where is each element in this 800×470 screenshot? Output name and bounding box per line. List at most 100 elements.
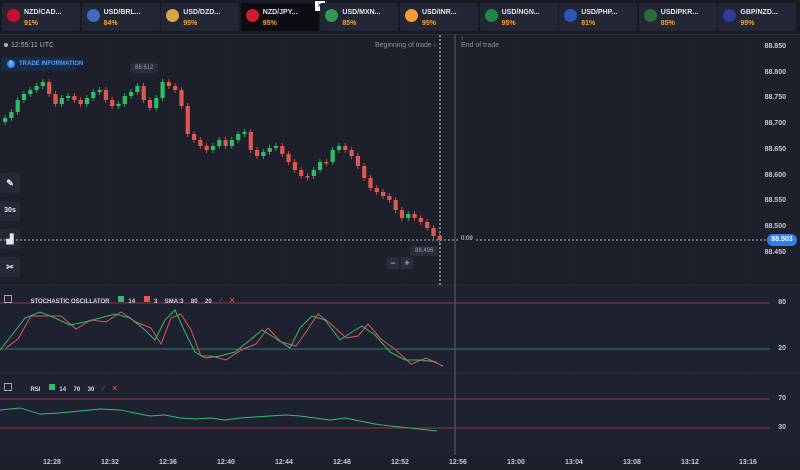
candle-body bbox=[242, 132, 247, 134]
asset-tab-payout: 81% bbox=[581, 20, 596, 27]
time-axis-label: 12:28 bbox=[43, 459, 61, 466]
price-axis-label: 88.600 bbox=[764, 171, 786, 179]
asset-tab-name: USD/BRL... bbox=[103, 9, 141, 16]
asset-tab[interactable]: USD/NGN... 95% bbox=[479, 3, 558, 31]
stochastic-sma: SMA:3 bbox=[164, 299, 184, 305]
indicators-icon: ✂ bbox=[6, 262, 14, 272]
asset-tab[interactable]: NZD/JPY... 95% × bbox=[240, 1, 325, 31]
candle-body bbox=[9, 112, 14, 118]
chart-type-button[interactable]: ▟ bbox=[0, 229, 20, 249]
asset-tab-payout: 95% bbox=[183, 20, 198, 27]
edit-stochastic-icon[interactable]: ⁄ bbox=[220, 298, 222, 305]
asset-tab-name: USD/PHP... bbox=[581, 9, 618, 16]
candle-body bbox=[280, 146, 285, 154]
asset-tab[interactable]: USD/MXN... 85% bbox=[320, 3, 399, 31]
asset-tab[interactable]: USD/PHP... 81% bbox=[559, 3, 638, 31]
asset-tab[interactable]: USD/PKR... 85% bbox=[638, 3, 717, 31]
zoom-out-button[interactable]: − bbox=[387, 257, 399, 269]
indicators-button[interactable]: ✂ bbox=[0, 257, 20, 277]
collapse-rsi-button[interactable] bbox=[4, 382, 12, 391]
price-axis-label: 88.800 bbox=[764, 68, 786, 76]
asset-tab-bar: NZD/CAD... 91% USD/BRL... 84% USD/DZD... 95% N… bbox=[0, 0, 800, 35]
remove-stochastic-icon[interactable]: ✕ bbox=[228, 296, 236, 305]
candle-body bbox=[198, 140, 203, 146]
candle-body bbox=[204, 146, 209, 150]
edit-rsi-icon[interactable]: ⁄ bbox=[102, 386, 104, 393]
chevron-right-icon: › bbox=[433, 42, 437, 49]
clock-text: 12:55:11 UTC bbox=[11, 42, 55, 49]
candle-body bbox=[185, 106, 190, 134]
candle-body bbox=[425, 222, 430, 228]
candle-body bbox=[431, 228, 436, 236]
candle-body bbox=[349, 150, 354, 156]
candle-body bbox=[318, 162, 323, 170]
draw-tool-button[interactable]: ✎ bbox=[0, 173, 20, 193]
trade-information-label: TRADE INFORMATION bbox=[19, 61, 84, 67]
stochastic-d-color-swatch[interactable] bbox=[143, 295, 150, 302]
candle-body bbox=[179, 90, 184, 106]
time-axis-label: 13:04 bbox=[565, 459, 583, 466]
time-axis-label: 12:48 bbox=[333, 459, 351, 466]
candle-body bbox=[255, 150, 260, 156]
candle-body bbox=[110, 100, 115, 106]
asset-tab-name: USD/INR... bbox=[422, 9, 457, 16]
asset-tab-payout: 95% bbox=[262, 20, 277, 27]
currency-flag-icon bbox=[405, 9, 418, 22]
candle-body bbox=[292, 162, 297, 170]
candle-body bbox=[147, 100, 153, 108]
stochastic-k-color-swatch[interactable] bbox=[117, 295, 124, 302]
candle-body bbox=[59, 98, 64, 104]
candle-body bbox=[236, 134, 241, 140]
price-axis-label: 88.850 bbox=[764, 43, 786, 50]
asset-tab[interactable]: USD/INR... 95% bbox=[400, 3, 478, 31]
candle-body bbox=[324, 162, 329, 164]
candle-body bbox=[362, 166, 367, 178]
collapse-stochastic-button[interactable] bbox=[4, 294, 12, 303]
stochastic-axis-upper: 80 bbox=[778, 299, 786, 306]
rsi-panel-bg bbox=[0, 373, 800, 455]
candle-body bbox=[154, 98, 159, 108]
candle-body bbox=[66, 96, 71, 98]
candle-body bbox=[166, 82, 171, 86]
candle-body bbox=[53, 94, 58, 104]
asset-tab-payout: 85% bbox=[342, 20, 357, 27]
stochastic-lower-value: 20 bbox=[205, 299, 212, 305]
asset-tab-name: NZD/CAD... bbox=[24, 9, 62, 16]
time-axis-label: 13:16 bbox=[739, 459, 757, 466]
timeframe-button[interactable]: 30s bbox=[0, 201, 20, 221]
candle-body bbox=[91, 92, 96, 98]
remove-rsi-icon[interactable]: ✕ bbox=[111, 384, 119, 393]
candle-body bbox=[72, 96, 77, 100]
close-tab-icon[interactable]: × bbox=[314, 1, 325, 11]
low-price-bubble: 88.496 bbox=[410, 246, 439, 256]
candle-body bbox=[393, 200, 398, 210]
asset-tab[interactable]: NZD/CAD... 91% bbox=[2, 3, 80, 31]
asset-tab-payout: 95% bbox=[501, 20, 516, 27]
stochastic-d-value: 3 bbox=[153, 299, 158, 305]
asset-tab[interactable]: USD/DZD... 95% bbox=[161, 3, 240, 31]
asset-tab[interactable]: USD/BRL... 84% bbox=[81, 3, 160, 31]
price-axis-label: 88.650 bbox=[764, 145, 786, 153]
trade-timer: 0:09 bbox=[458, 235, 476, 243]
asset-tab-payout: 95% bbox=[740, 20, 755, 27]
asset-tab-name: USD/NGN... bbox=[501, 9, 540, 16]
zoom-in-button[interactable]: + bbox=[401, 257, 413, 269]
asset-tab-payout: 84% bbox=[103, 20, 118, 27]
candle-body bbox=[129, 92, 134, 96]
candle-body bbox=[15, 100, 20, 112]
candle-body bbox=[437, 236, 442, 240]
time-axis-label: 12:52 bbox=[391, 459, 409, 466]
asset-tab-name: USD/MXN... bbox=[342, 9, 381, 16]
rsi-color-swatch[interactable] bbox=[48, 383, 55, 390]
trade-information-button[interactable]: i TRADE INFORMATION bbox=[2, 57, 83, 71]
candle-body bbox=[299, 170, 304, 176]
candle-body bbox=[21, 94, 27, 100]
candle-body bbox=[336, 146, 342, 150]
candle-body bbox=[103, 90, 108, 100]
candle-body bbox=[160, 82, 165, 98]
candle-body bbox=[343, 146, 348, 150]
end-of-trade-label: End of trade bbox=[461, 42, 500, 49]
candle-body bbox=[210, 146, 216, 150]
asset-tab[interactable]: GBP/NZD... 95% bbox=[718, 3, 797, 31]
